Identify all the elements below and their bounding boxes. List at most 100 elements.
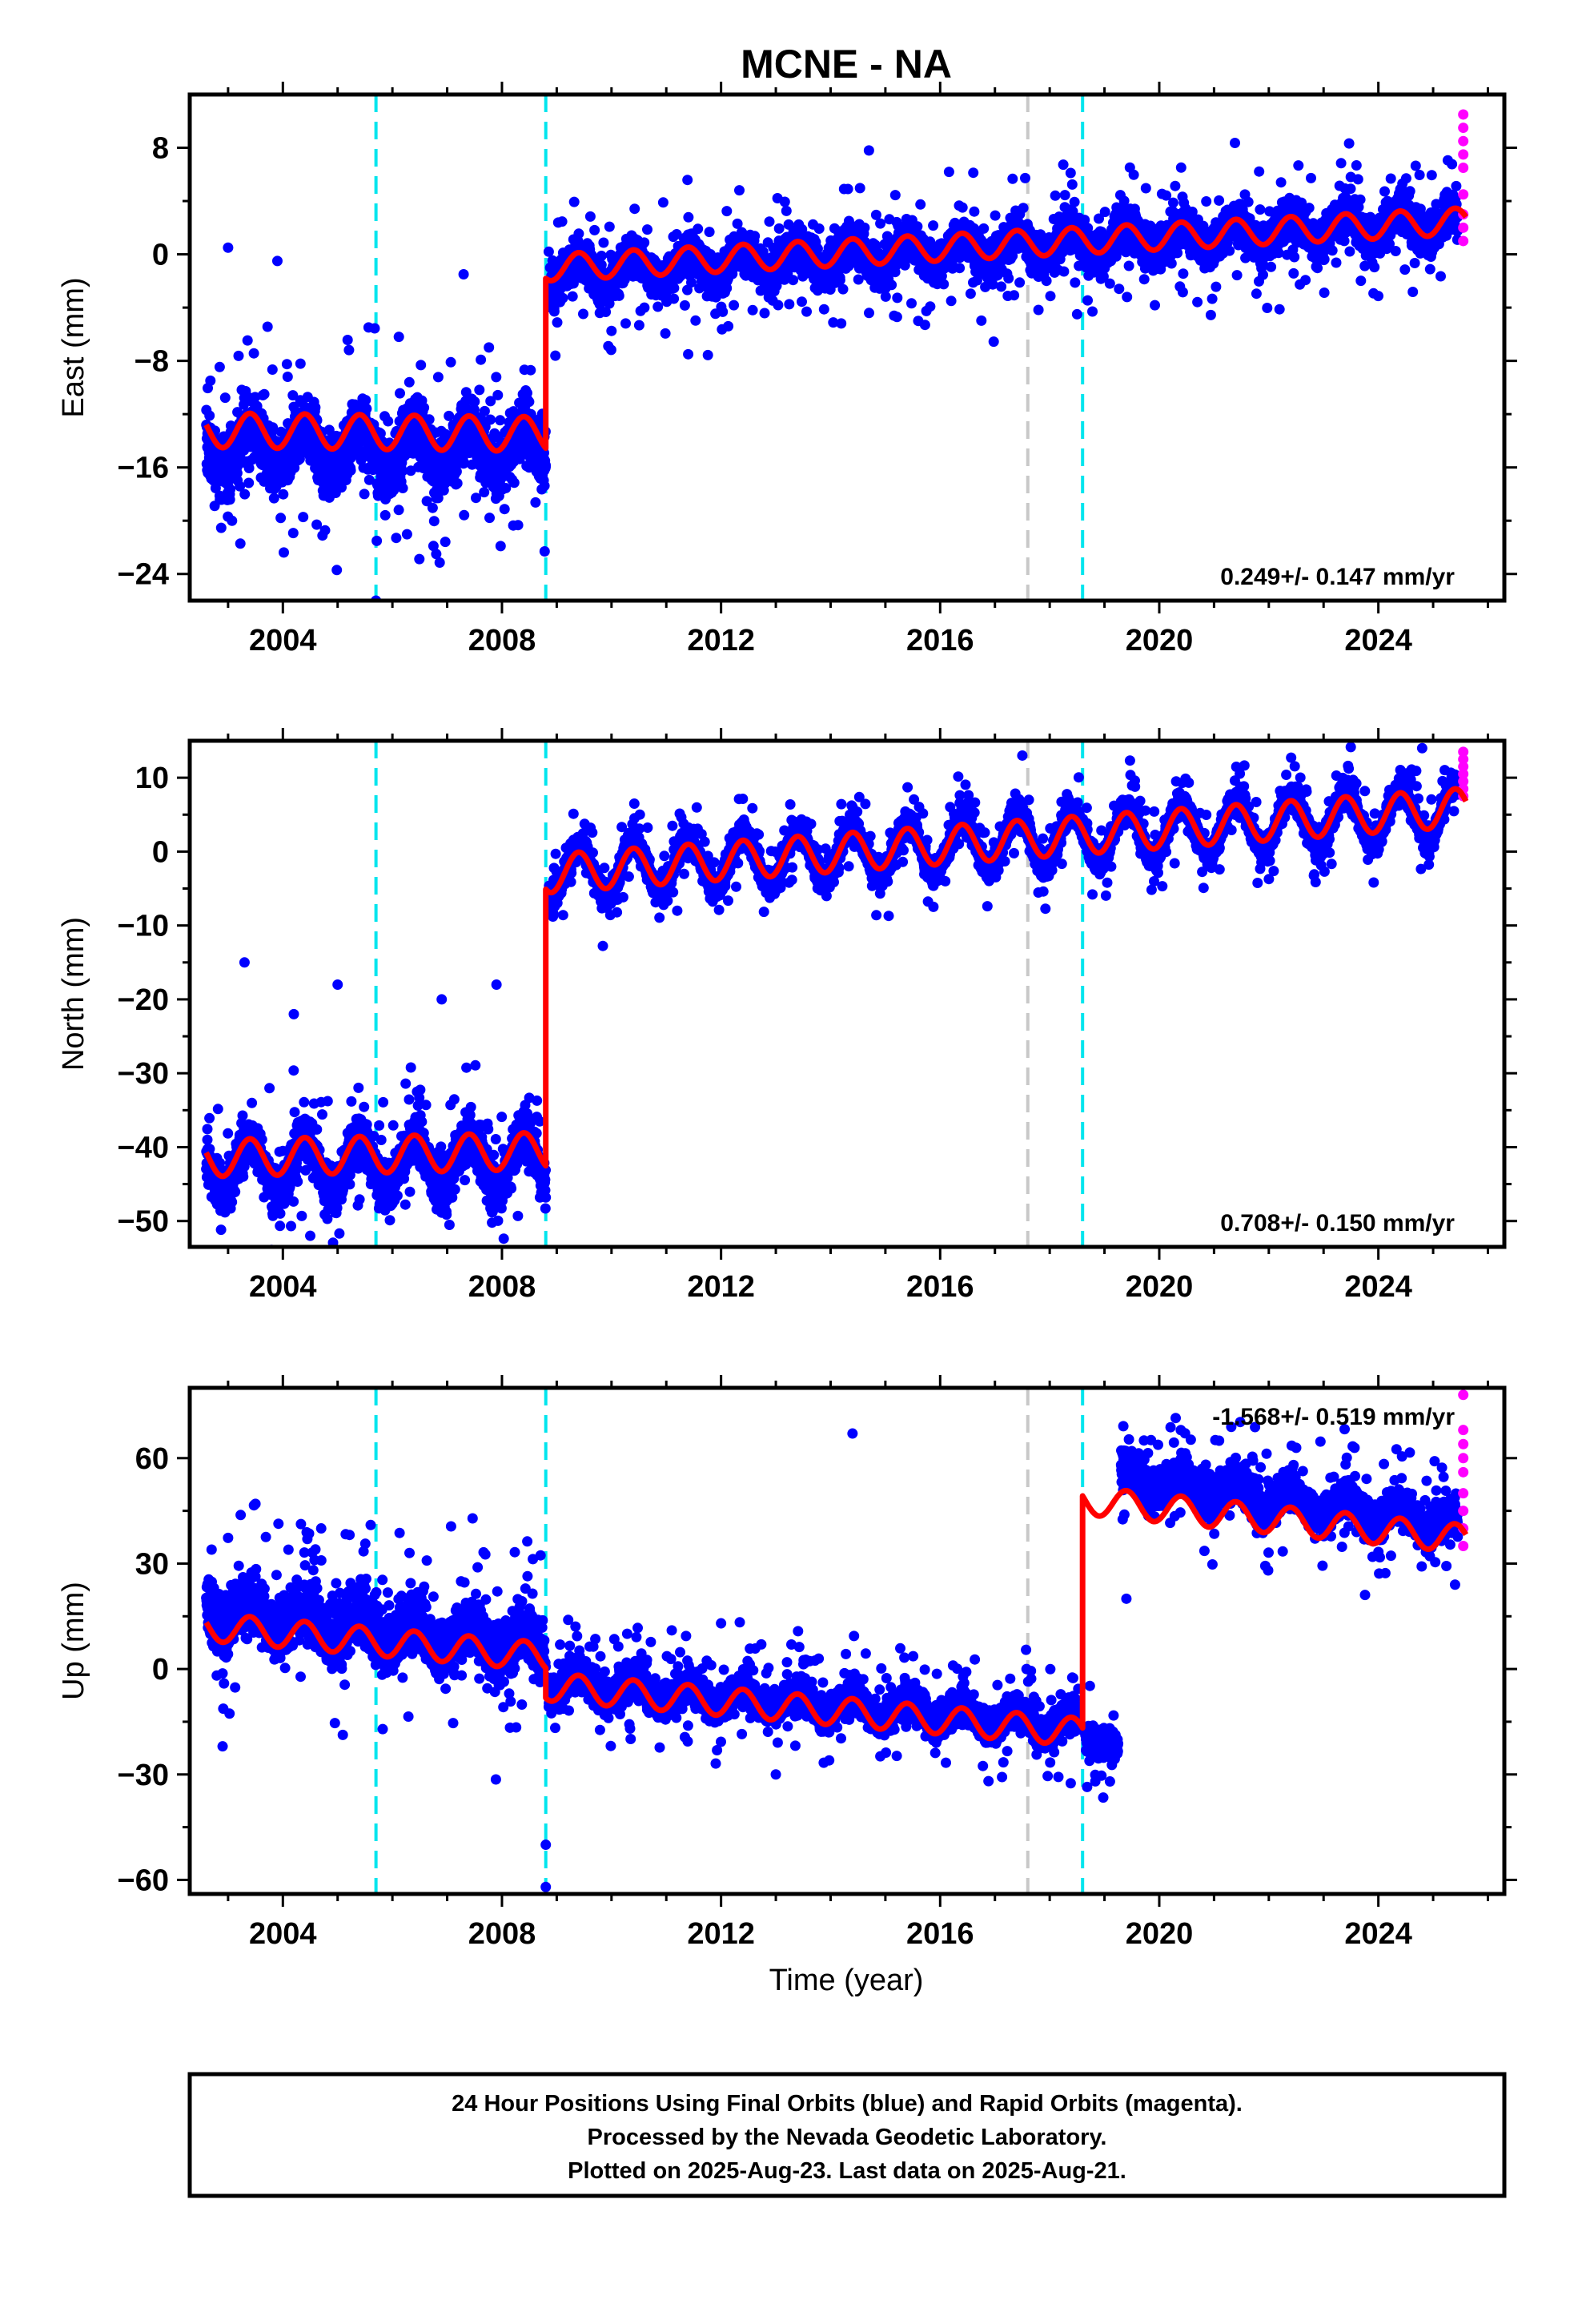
final-point xyxy=(259,388,270,400)
final-point xyxy=(310,402,321,413)
final-point xyxy=(424,414,435,425)
final-point xyxy=(813,223,825,234)
final-point xyxy=(842,183,853,195)
final-point xyxy=(669,293,680,304)
final-point xyxy=(205,375,216,386)
final-point xyxy=(639,237,650,248)
final-point xyxy=(391,533,402,544)
final-point xyxy=(262,321,273,332)
final-point xyxy=(891,312,902,323)
final-point xyxy=(268,493,279,504)
final-point xyxy=(431,549,442,560)
final-point xyxy=(1007,173,1018,184)
final-point xyxy=(598,237,609,248)
final-point xyxy=(419,402,430,413)
final-point xyxy=(298,512,309,523)
final-point xyxy=(1018,203,1029,214)
final-point xyxy=(459,509,470,521)
final-point xyxy=(361,403,372,414)
final-point xyxy=(281,359,292,370)
final-point xyxy=(629,203,640,215)
final-point xyxy=(682,175,693,186)
final-point xyxy=(458,269,469,280)
final-point xyxy=(988,336,999,348)
final-point xyxy=(889,190,901,201)
final-point xyxy=(578,308,588,320)
final-point xyxy=(797,296,807,308)
final-point xyxy=(479,487,490,498)
final-point xyxy=(227,515,238,526)
final-point xyxy=(485,414,496,425)
figure-title: MCNE - NA xyxy=(741,42,952,86)
final-point xyxy=(491,372,502,383)
final-point xyxy=(859,222,870,233)
final-point xyxy=(499,504,510,515)
final-point xyxy=(679,300,690,311)
final-point xyxy=(445,356,456,368)
final-point xyxy=(729,300,740,311)
final-point xyxy=(801,306,812,317)
final-point xyxy=(788,275,799,286)
final-point xyxy=(451,466,462,477)
final-point xyxy=(530,497,541,508)
final-point xyxy=(331,565,343,576)
final-point xyxy=(683,211,694,223)
final-point xyxy=(459,457,470,468)
final-point xyxy=(773,300,784,311)
final-point xyxy=(524,396,535,408)
final-point xyxy=(243,463,255,473)
final-point xyxy=(395,388,405,399)
final-point xyxy=(359,489,370,500)
final-point xyxy=(271,255,283,267)
final-point xyxy=(734,185,745,196)
final-point xyxy=(508,477,520,489)
final-point xyxy=(539,546,550,557)
final-point xyxy=(404,376,415,388)
final-point xyxy=(484,342,495,353)
final-point xyxy=(969,206,980,217)
final-point xyxy=(606,325,617,336)
final-point xyxy=(605,344,616,356)
final-point xyxy=(604,221,615,232)
final-point xyxy=(990,210,1001,221)
final-point xyxy=(721,206,733,217)
final-point xyxy=(880,291,891,302)
final-point xyxy=(397,465,408,476)
final-point xyxy=(943,167,954,178)
final-point xyxy=(657,197,669,208)
final-point xyxy=(484,513,495,524)
final-point xyxy=(428,541,439,552)
final-point xyxy=(319,525,331,536)
final-point xyxy=(243,477,255,489)
final-point xyxy=(539,480,550,492)
final-point xyxy=(434,557,445,568)
final-point xyxy=(781,205,792,216)
final-point xyxy=(912,221,923,232)
final-point xyxy=(492,389,504,400)
final-point xyxy=(476,354,487,365)
final-point xyxy=(976,315,987,326)
final-point xyxy=(342,335,353,345)
final-point xyxy=(886,279,897,291)
final-point xyxy=(589,224,600,235)
final-point xyxy=(717,306,729,317)
final-point xyxy=(784,299,795,310)
final-point xyxy=(369,323,380,334)
final-point xyxy=(343,344,355,356)
final-point xyxy=(747,304,758,316)
final-point xyxy=(996,281,1007,292)
final-point xyxy=(214,361,225,372)
final-point xyxy=(278,489,289,500)
final-point xyxy=(495,415,506,426)
final-point xyxy=(440,537,451,548)
final-point xyxy=(275,513,287,524)
final-point xyxy=(596,251,607,261)
final-point xyxy=(704,227,715,238)
final-point xyxy=(525,364,536,376)
final-point xyxy=(287,390,299,401)
final-point xyxy=(915,199,926,210)
final-point xyxy=(550,350,561,361)
final-point xyxy=(925,301,936,312)
